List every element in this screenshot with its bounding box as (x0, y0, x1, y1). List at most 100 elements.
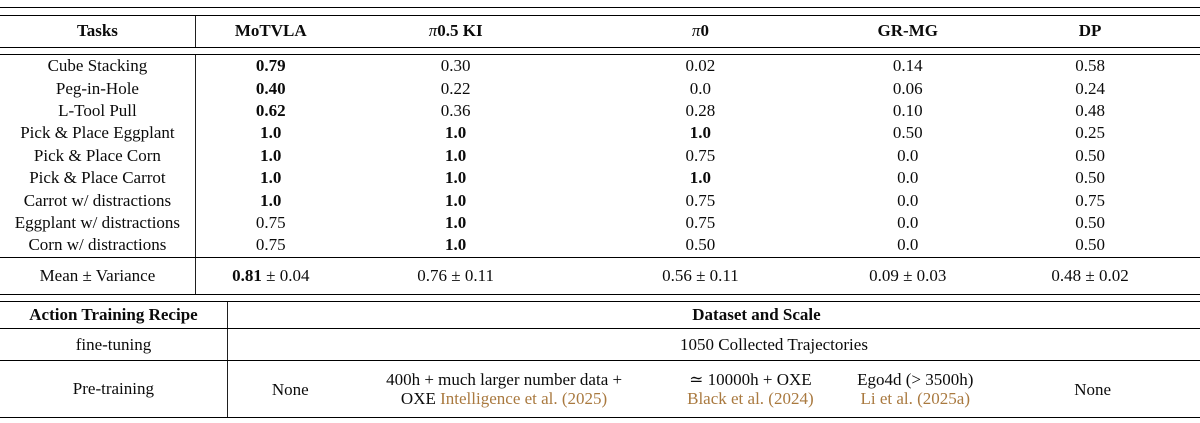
score-cell: 1.0 (260, 168, 282, 188)
citation-link[interactable]: Black et al. (2024) (687, 389, 814, 409)
cell-text: None (1074, 379, 1112, 399)
score-cell: 1.0 (260, 123, 282, 143)
score-cell: 0.22 (440, 78, 471, 98)
pre-training-cell: None (985, 380, 1200, 399)
mean-cell: 0.09 ± 0.03 (869, 265, 947, 285)
score-cell: 0.75 (1075, 190, 1105, 210)
score-cell: 0.0 (897, 212, 919, 232)
table-row: Eggplant w/ distractions 0.75 1.0 0.75 0.0 0.… (0, 211, 1200, 235)
mean-cell: 0.56 ± 0.11 (662, 265, 739, 285)
header-cell-2: π0.5 KI (346, 21, 566, 41)
task-label: Pick & Place Carrot (0, 166, 196, 190)
score-cell: 0.58 (1075, 56, 1105, 76)
score-cell: 0.0 (897, 168, 919, 188)
citation-link[interactable]: Intelligence et al. (2025) (440, 389, 608, 409)
score-cell: 0.50 (1075, 168, 1105, 188)
task-label: Cube Stacking (0, 55, 196, 78)
score-cell: 1.0 (445, 123, 467, 143)
recipe-header-row: Action Training Recipe Dataset and Scale (0, 302, 1200, 329)
fine-tuning-value: 1050 Collected Trajectories (680, 334, 868, 354)
cell-text: Ego4d (> 3500h) (857, 370, 974, 390)
score-cell: 1.0 (445, 190, 467, 210)
score-cell: 0.10 (892, 100, 923, 120)
score-cell: 0.48 (1075, 100, 1105, 120)
mean-bottom-double-rule (0, 293, 1200, 303)
score-cell: 0.0 (897, 190, 919, 210)
pre-training-label: Pre-training (0, 361, 228, 418)
fine-tuning-label: fine-tuning (0, 329, 228, 361)
header-cell-5: DP (1078, 21, 1102, 40)
dataset-and-scale-header: Dataset and Scale (692, 305, 821, 325)
pre-training-line: Black et al. (2024) (655, 389, 845, 408)
score-cell: 0.0 (897, 235, 919, 255)
table-row: Carrot w/ distractions 1.0 1.0 0.75 0.0 0.75 (0, 189, 1200, 212)
header-bottom-double-rule (0, 46, 1200, 55)
header-cell-4: GR-MG (877, 21, 938, 40)
score-cell: 1.0 (445, 235, 467, 255)
header-text: 0 (700, 21, 709, 40)
pre-training-line: ≃ 10000h + OXE (655, 370, 845, 389)
cell-text: ≃ 10000h + OXE (689, 370, 812, 390)
table-body: Cube Stacking 0.79 0.30 0.02 0.14 0.58 Peg-in-… (0, 55, 1200, 257)
cell-text: None (271, 379, 309, 399)
mean-bold-value: 0.81 (232, 265, 262, 285)
pre-training-line: Ego4d (> 3500h) (845, 370, 985, 389)
score-cell: 0.14 (892, 56, 923, 76)
score-cell: 0.50 (685, 235, 716, 255)
score-cell: 1.0 (689, 168, 712, 188)
score-cell: 0.50 (1075, 145, 1105, 165)
task-label: Pick & Place Eggplant (0, 122, 196, 145)
table-row: Cube Stacking 0.79 0.30 0.02 0.14 0.58 (0, 55, 1200, 78)
mean-top-rule (0, 256, 1200, 258)
pre-training-line: Li et al. (2025a) (845, 389, 985, 408)
pre-training-line: None (985, 380, 1200, 399)
score-cell: 0.75 (685, 212, 716, 232)
cell-text: OXE (400, 389, 441, 409)
mean-variance-row: Mean ± Variance 0.81 ± 0.04 0.76 ± 0.11 0.5… (0, 257, 1200, 294)
pre-training-line: 400h + much larger number data + (353, 370, 656, 389)
table-row: L-Tool Pull 0.62 0.36 0.28 0.10 0.48 (0, 99, 1200, 123)
table-row: Pick & Place Eggplant 1.0 1.0 1.0 0.50 0.25 (0, 122, 1200, 145)
task-label: L-Tool Pull (0, 99, 196, 123)
task-label: Corn w/ distractions (0, 234, 196, 257)
pre-training-cell: ≃ 10000h + OXE Black et al. (2024) (655, 370, 845, 408)
score-cell: 0.75 (685, 190, 716, 210)
score-cell: 0.50 (1075, 212, 1105, 232)
score-cell: 0.75 (255, 235, 286, 255)
mean-cell: 0.48 ± 0.02 (1051, 265, 1129, 285)
score-cell: 0.0 (897, 145, 919, 165)
table-row: Peg-in-Hole 0.40 0.22 0.0 0.06 0.24 (0, 77, 1200, 100)
pre-training-cell: Ego4d (> 3500h) Li et al. (2025a) (845, 370, 985, 408)
score-cell: 0.75 (685, 145, 716, 165)
mean-label: Mean ± Variance (0, 257, 196, 294)
citation-link[interactable]: Li et al. (2025a) (860, 389, 970, 409)
table-row: Pick & Place Corn 1.0 1.0 0.75 0.0 0.50 (0, 144, 1200, 167)
score-cell: 1.0 (260, 145, 282, 165)
task-label: Eggplant w/ distractions (0, 211, 196, 235)
table-row: Pick & Place Carrot 1.0 1.0 1.0 0.0 0.50 (0, 166, 1200, 190)
score-cell: 0.40 (255, 78, 286, 98)
recipe-header-bottom-rule (0, 328, 1200, 330)
cell-text: 400h + much larger number data + (386, 370, 623, 390)
score-cell: 0.62 (255, 100, 286, 120)
score-cell: 0.0 (689, 78, 712, 98)
score-cell: 0.30 (440, 56, 471, 76)
score-cell: 0.25 (1075, 123, 1105, 143)
score-cell: 0.28 (685, 100, 716, 120)
table-row: Corn w/ distractions 0.75 1.0 0.50 0.0 0.50 (0, 234, 1200, 257)
mean-cell: 0.81 ± 0.04 (232, 265, 310, 285)
mean-cell: 0.76 ± 0.11 (417, 265, 494, 285)
pre-training-cell: None (228, 380, 353, 399)
fine-tuning-row: fine-tuning 1050 Collected Trajectories (0, 329, 1200, 361)
top-margin (0, 0, 1200, 7)
score-cell: 0.02 (685, 56, 716, 76)
pre-training-row: Pre-training None 400h + much larger numbe… (0, 361, 1200, 418)
recipe-header-label: Action Training Recipe (0, 302, 228, 329)
pi-symbol: π (691, 21, 701, 40)
header-cell-3: π0 (566, 21, 836, 41)
task-label: Carrot w/ distractions (0, 189, 196, 212)
pre-training-line: OXE Intelligence et al. (2025) (353, 389, 656, 408)
score-cell: 0.79 (255, 56, 286, 76)
table-top-double-rule (0, 7, 1200, 16)
score-cell: 0.75 (255, 212, 286, 232)
